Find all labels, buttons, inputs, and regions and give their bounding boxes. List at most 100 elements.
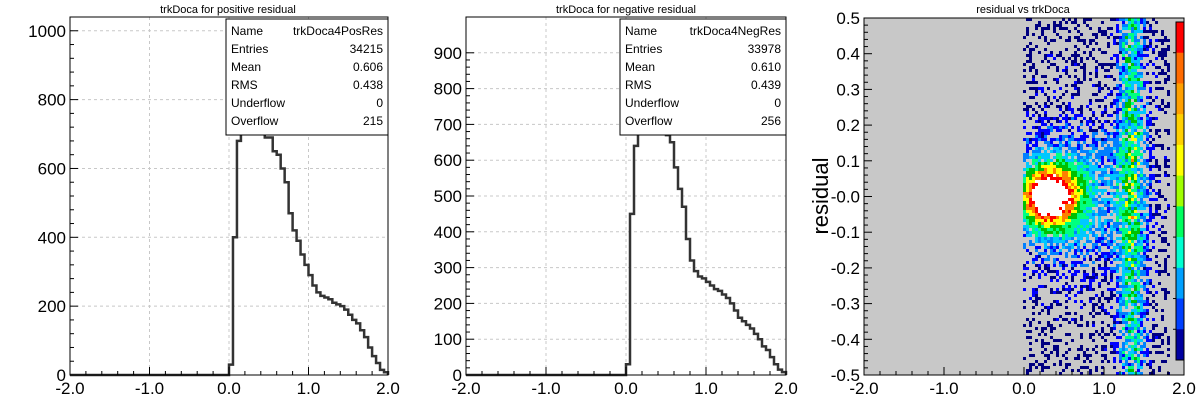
heatmap-cell (1140, 111, 1143, 114)
heatmap-cell (1068, 201, 1071, 204)
heatmap-cell (1068, 123, 1071, 126)
heatmap-cell (1158, 87, 1161, 90)
heatmap-cell (1071, 117, 1074, 120)
heatmap-cell (1056, 213, 1059, 216)
heatmap-cell (1125, 63, 1128, 66)
heatmap-cell (1050, 231, 1053, 234)
heatmap-cell (1113, 132, 1116, 135)
heatmap-cell (1122, 234, 1125, 237)
heatmap-cell (1164, 39, 1167, 42)
heatmap-cell (1146, 312, 1149, 315)
heatmap-cell (1050, 327, 1053, 330)
heatmap-cell (1089, 288, 1092, 291)
heatmap-cell (1131, 153, 1134, 156)
heatmap-cell (1065, 162, 1068, 165)
heatmap-cell (1041, 225, 1044, 228)
heatmap-cell (1098, 153, 1101, 156)
heatmap-cell (1077, 255, 1080, 258)
heatmap-cell (1113, 186, 1116, 189)
heatmap-cell (1080, 138, 1083, 141)
heatmap-cell (1068, 162, 1071, 165)
heatmap-cell (1071, 150, 1074, 153)
heatmap-cell (1023, 201, 1026, 204)
x-tick-label: 1.0 (1092, 379, 1116, 398)
heatmap-cell (1128, 255, 1131, 258)
heatmap-cell (1035, 153, 1038, 156)
heatmap-cell (1050, 183, 1053, 186)
heatmap-cell (1140, 171, 1143, 174)
heatmap-cell (1113, 222, 1116, 225)
heatmap-cell (1134, 51, 1137, 54)
heatmap-cell (1089, 312, 1092, 315)
heatmap-cell (1071, 84, 1074, 87)
heatmap-cell (1134, 327, 1137, 330)
y-tick-label: 700 (434, 115, 462, 134)
heatmap-cell (1134, 45, 1137, 48)
heatmap-cell (1104, 333, 1107, 336)
heatmap-cell (1074, 285, 1077, 288)
heatmap-cell (1128, 330, 1131, 333)
heatmap-cell (1167, 255, 1170, 258)
heatmap-cell (1137, 330, 1140, 333)
heatmap-cell (1116, 66, 1119, 69)
heatmap-cell (1104, 261, 1107, 264)
heatmap-cell (1110, 63, 1113, 66)
heatmap-cell (1122, 177, 1125, 180)
heatmap-cell (1065, 114, 1068, 117)
heatmap-cell (1086, 153, 1089, 156)
heatmap-cell (1128, 198, 1131, 201)
heatmap-cell (1128, 204, 1131, 207)
heatmap-cell (1125, 39, 1128, 42)
heatmap-cell (1113, 171, 1116, 174)
heatmap-cell (1077, 207, 1080, 210)
heatmap-cell (1128, 270, 1131, 273)
heatmap-cell (1134, 36, 1137, 39)
heatmap-cell (1059, 129, 1062, 132)
heatmap-cell (1095, 237, 1098, 240)
heatmap-cell (1131, 273, 1134, 276)
heatmap-cell (1059, 198, 1062, 201)
heatmap-cell (1023, 273, 1026, 276)
heatmap-cell (1029, 189, 1032, 192)
heatmap-colorbar (1173, 21, 1185, 361)
heatmap-cell (1101, 255, 1104, 258)
heatmap-cell (1074, 234, 1077, 237)
heatmap-cell (1122, 183, 1125, 186)
heatmap-cell (1098, 237, 1101, 240)
heatmap-cell (1041, 303, 1044, 306)
heatmap-cell (1053, 117, 1056, 120)
heatmap-cell (1035, 90, 1038, 93)
heatmap-cell (1125, 111, 1128, 114)
heatmap-cell (1125, 42, 1128, 45)
heatmap-cell (1032, 213, 1035, 216)
heatmap-cell (1074, 357, 1077, 360)
heatmap-cell (1086, 357, 1089, 360)
heatmap-cell (1023, 192, 1026, 195)
heatmap-cell (1044, 81, 1047, 84)
heatmap-cell (1128, 156, 1131, 159)
heatmap-cell (1101, 366, 1104, 369)
heatmap-cell (1044, 75, 1047, 78)
heatmap-cell (1074, 231, 1077, 234)
heatmap-cell (1134, 135, 1137, 138)
stats-mean-label: Mean (625, 60, 655, 74)
heatmap-cell (1062, 216, 1065, 219)
heatmap-cell (1122, 219, 1125, 222)
heatmap-cell (1113, 174, 1116, 177)
heatmap-cell (1089, 333, 1092, 336)
heatmap-cell (1092, 288, 1095, 291)
heatmap-cell (1089, 189, 1092, 192)
heatmap-cell (1044, 354, 1047, 357)
heatmap-cell (1146, 21, 1149, 24)
heatmap-cell (1131, 222, 1134, 225)
heatmap-cell (1137, 39, 1140, 42)
heatmap-cell (1077, 369, 1080, 372)
heatmap-cell (1053, 228, 1056, 231)
heatmap-cell (1104, 312, 1107, 315)
heatmap-cell (1113, 228, 1116, 231)
heatmap-cell (1029, 177, 1032, 180)
heatmap-cell (1149, 192, 1152, 195)
heatmap-cell (1143, 186, 1146, 189)
heatmap-cell (1134, 201, 1137, 204)
heatmap-cell (1128, 216, 1131, 219)
